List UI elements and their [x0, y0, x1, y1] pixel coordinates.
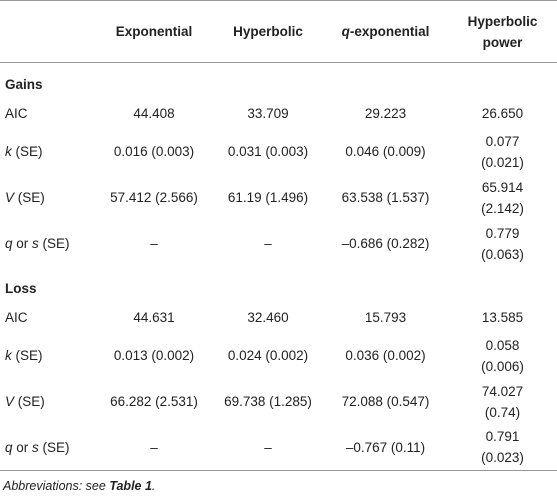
- header-text: Hyperbolic: [233, 24, 303, 39]
- cell: 0.031 (0.003): [227, 144, 309, 159]
- row-label: V (SE): [0, 379, 95, 425]
- header-text: q: [341, 24, 350, 39]
- cell: 0.036 (0.002): [345, 348, 426, 363]
- row-label-text: (SE): [11, 144, 43, 159]
- footnote-text: Abbreviations: see: [3, 479, 110, 493]
- section-blank: [323, 63, 448, 99]
- header-blank: [0, 1, 95, 63]
- cell: 33.709: [247, 106, 289, 121]
- cell: 0.046 (0.009): [345, 144, 426, 159]
- row-label-text: (SE): [38, 236, 70, 251]
- row-label: AIC: [0, 303, 95, 333]
- footnote-text: .: [151, 479, 156, 493]
- cell: –: [264, 439, 272, 455]
- header-row: Exponential Hyperbolic q-exponential Hyperb…: [0, 0, 557, 63]
- row-label-text: q: [5, 439, 13, 455]
- column-header: Hyperbolic power: [448, 1, 557, 63]
- cell: 13.585: [481, 310, 524, 325]
- cell: 44.631: [133, 310, 175, 325]
- footnote: Abbreviations: see Table 1.: [3, 479, 155, 493]
- cell: 0.024 (0.002): [227, 348, 309, 363]
- header-text: Exponential: [115, 24, 193, 39]
- cell: 29.223: [364, 106, 407, 121]
- data-row: k (SE) 0.013 (0.002) 0.024 (0.002) 0.036 (0…: [0, 333, 557, 379]
- results-table: Exponential Hyperbolic q-exponential Hyperb…: [0, 0, 557, 471]
- row-label-text: V: [5, 190, 15, 205]
- cell: 57.412 (2.566): [110, 190, 198, 205]
- row-label: q or s (SE): [0, 425, 95, 471]
- cell: –0.767 (0.11): [345, 439, 426, 455]
- section-blank: [213, 63, 323, 99]
- cell: 32.460: [247, 310, 289, 325]
- cell: –: [150, 439, 158, 455]
- cell: –: [150, 236, 158, 251]
- header-text: -exponential: [349, 24, 430, 39]
- cell: 74.027 (0.74): [481, 383, 524, 420]
- column-header: q-exponential: [323, 1, 448, 63]
- row-label-text: AIC: [5, 106, 28, 121]
- row-label: k (SE): [0, 129, 95, 175]
- row-label: AIC: [0, 99, 95, 129]
- cell: 61.19 (1.496): [227, 190, 309, 205]
- row-label-text: (SE): [14, 394, 45, 409]
- section-blank: [448, 267, 557, 303]
- section-blank: [323, 267, 448, 303]
- row-label-text: s: [32, 439, 39, 455]
- cell: –0.686 (0.282): [341, 236, 430, 251]
- row-label-text: s: [32, 236, 39, 251]
- cell: 0.016 (0.003): [113, 144, 195, 159]
- section-blank: [448, 63, 557, 99]
- cell: 0.779 (0.063): [481, 225, 524, 262]
- cell: 15.793: [364, 310, 407, 325]
- data-row: V (SE) 57.412 (2.566) 61.19 (1.496) 63.538 …: [0, 175, 557, 221]
- row-label-text: (SE): [14, 190, 45, 205]
- data-row: V (SE) 66.282 (2.531) 69.738 (1.285) 72.088…: [0, 379, 557, 425]
- row-label: V (SE): [0, 175, 95, 221]
- row-label: k (SE): [0, 333, 95, 379]
- row-label-text: or: [12, 236, 33, 251]
- table-header: Exponential Hyperbolic q-exponential Hyperb…: [0, 0, 557, 63]
- table-body: Gains AIC 44.408 33.709 29.223 26.650 k (SE) 0.…: [0, 63, 557, 471]
- row-label-text: k: [5, 144, 12, 159]
- cell: 0.058 (0.006): [481, 337, 524, 374]
- cell: 0.013 (0.002): [113, 348, 195, 363]
- row-label-text: (SE): [38, 439, 70, 455]
- cell: 66.282 (2.531): [110, 394, 198, 409]
- cell: 0.791 (0.023): [481, 429, 524, 466]
- column-header: Exponential: [95, 1, 213, 63]
- data-row: k (SE) 0.016 (0.003) 0.031 (0.003) 0.046 (0…: [0, 129, 557, 175]
- section-title: Gains: [5, 76, 43, 92]
- row-label-text: or: [12, 439, 33, 455]
- column-header: Hyperbolic: [213, 1, 323, 63]
- cell: 44.408: [133, 106, 175, 121]
- footnote-text: Table 1: [109, 479, 152, 493]
- row-label-text: V: [5, 394, 15, 409]
- cell: 63.538 (1.537): [341, 190, 430, 205]
- cell: 26.650: [481, 106, 524, 121]
- cell: 69.738 (1.285): [224, 394, 312, 409]
- header-text: Hyperbolic power: [467, 13, 538, 50]
- section-row: Loss: [0, 267, 557, 303]
- data-row: AIC 44.408 33.709 29.223 26.650: [0, 99, 557, 129]
- row-label-text: q: [5, 236, 13, 251]
- data-row: q or s (SE) – – –0.767 (0.11) 0.791 (0.023): [0, 425, 557, 471]
- cell: –: [264, 236, 272, 251]
- row-label-text: (SE): [11, 348, 43, 363]
- cell: 72.088 (0.547): [341, 394, 430, 409]
- cell: 0.077 (0.021): [481, 133, 524, 170]
- section-title: Loss: [5, 280, 37, 296]
- data-row: q or s (SE) – – –0.686 (0.282) 0.779 (0.063): [0, 221, 557, 267]
- row-label: q or s (SE): [0, 221, 95, 267]
- section-row: Gains: [0, 63, 557, 99]
- section-blank: [213, 267, 323, 303]
- cell: 65.914 (2.142): [481, 179, 524, 216]
- section-blank: [95, 267, 213, 303]
- section-blank: [95, 63, 213, 99]
- row-label-text: AIC: [5, 310, 28, 325]
- data-row: AIC 44.631 32.460 15.793 13.585: [0, 303, 557, 333]
- row-label-text: k: [5, 348, 12, 363]
